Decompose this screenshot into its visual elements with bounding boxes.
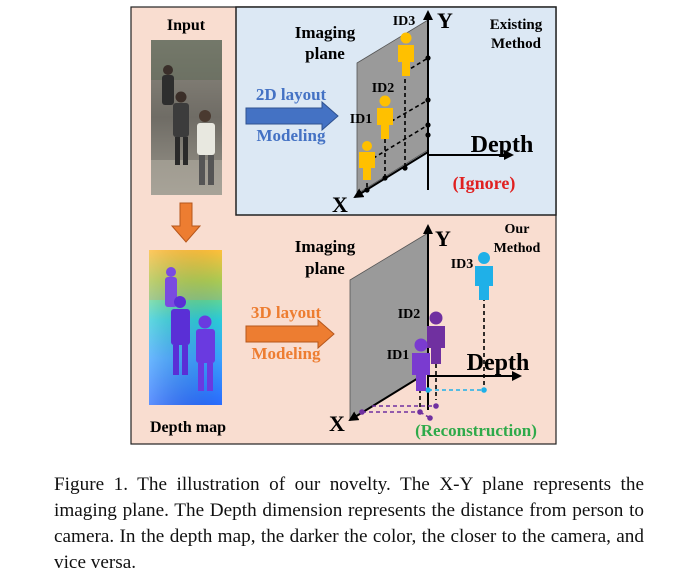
our-projection-lines: [362, 290, 485, 419]
existing-person-id3-icon: [398, 32, 414, 76]
novelty-figure: Input Depth map Existing Me: [130, 6, 557, 445]
our-method-label-2: Method: [494, 241, 541, 256]
our-axis-depth-label: Depth: [467, 350, 530, 376]
input-label: Input: [167, 17, 206, 34]
existing-axis-y-label: Y: [437, 8, 453, 33]
modeling-3d-label: Modeling: [252, 344, 321, 363]
existing-ignore-label: (Ignore): [453, 173, 516, 194]
figure-caption: Figure 1. The illustration of our novelt…: [54, 472, 644, 576]
modeling-2d-label: Modeling: [257, 126, 326, 145]
existing-axis-x-label: X: [332, 192, 348, 217]
layout-3d-arrow-icon: [245, 318, 335, 350]
existing-person-id2-icon: [377, 95, 393, 139]
our-imaging-plane-label-1: Imaging: [295, 237, 356, 256]
existing-id1-label: ID1: [350, 112, 373, 127]
our-method-label-1: Our: [505, 222, 530, 237]
layout-2d-label: 2D layout: [256, 85, 327, 104]
input-photo: [151, 40, 222, 195]
our-id2-label: ID2: [398, 307, 421, 322]
our-reconstruction-label: (Reconstruction): [415, 421, 537, 440]
existing-method-label-2: Method: [491, 36, 542, 52]
our-id1-label: ID1: [387, 348, 410, 363]
our-person-id3-icon: [475, 252, 493, 300]
layout-3d-label: 3D layout: [251, 303, 322, 322]
depth-map-label: Depth map: [150, 419, 226, 436]
layout-2d-arrow-icon: [245, 100, 339, 132]
existing-id2-label: ID2: [372, 81, 395, 96]
existing-method-label-1: Existing: [490, 17, 543, 33]
our-axis-x-label: X: [329, 411, 345, 436]
our-person-id2-icon: [427, 311, 445, 364]
our-imaging-plane-label-2: plane: [305, 259, 345, 278]
existing-person-id1-icon: [359, 141, 375, 180]
down-arrow-icon: [170, 202, 202, 243]
caption-text: Figure 1. The illustration of our novelt…: [54, 474, 644, 573]
existing-imaging-plane-label-2: plane: [305, 44, 345, 63]
existing-imaging-plane-label-1: Imaging: [295, 23, 356, 42]
existing-axis-depth-label: Depth: [471, 132, 534, 158]
our-person-id1-icon: [412, 338, 430, 391]
our-axis-y-label: Y: [435, 226, 451, 251]
our-id3-label: ID3: [451, 257, 474, 272]
existing-id3-label: ID3: [393, 14, 416, 29]
depth-map-image: [149, 250, 222, 405]
